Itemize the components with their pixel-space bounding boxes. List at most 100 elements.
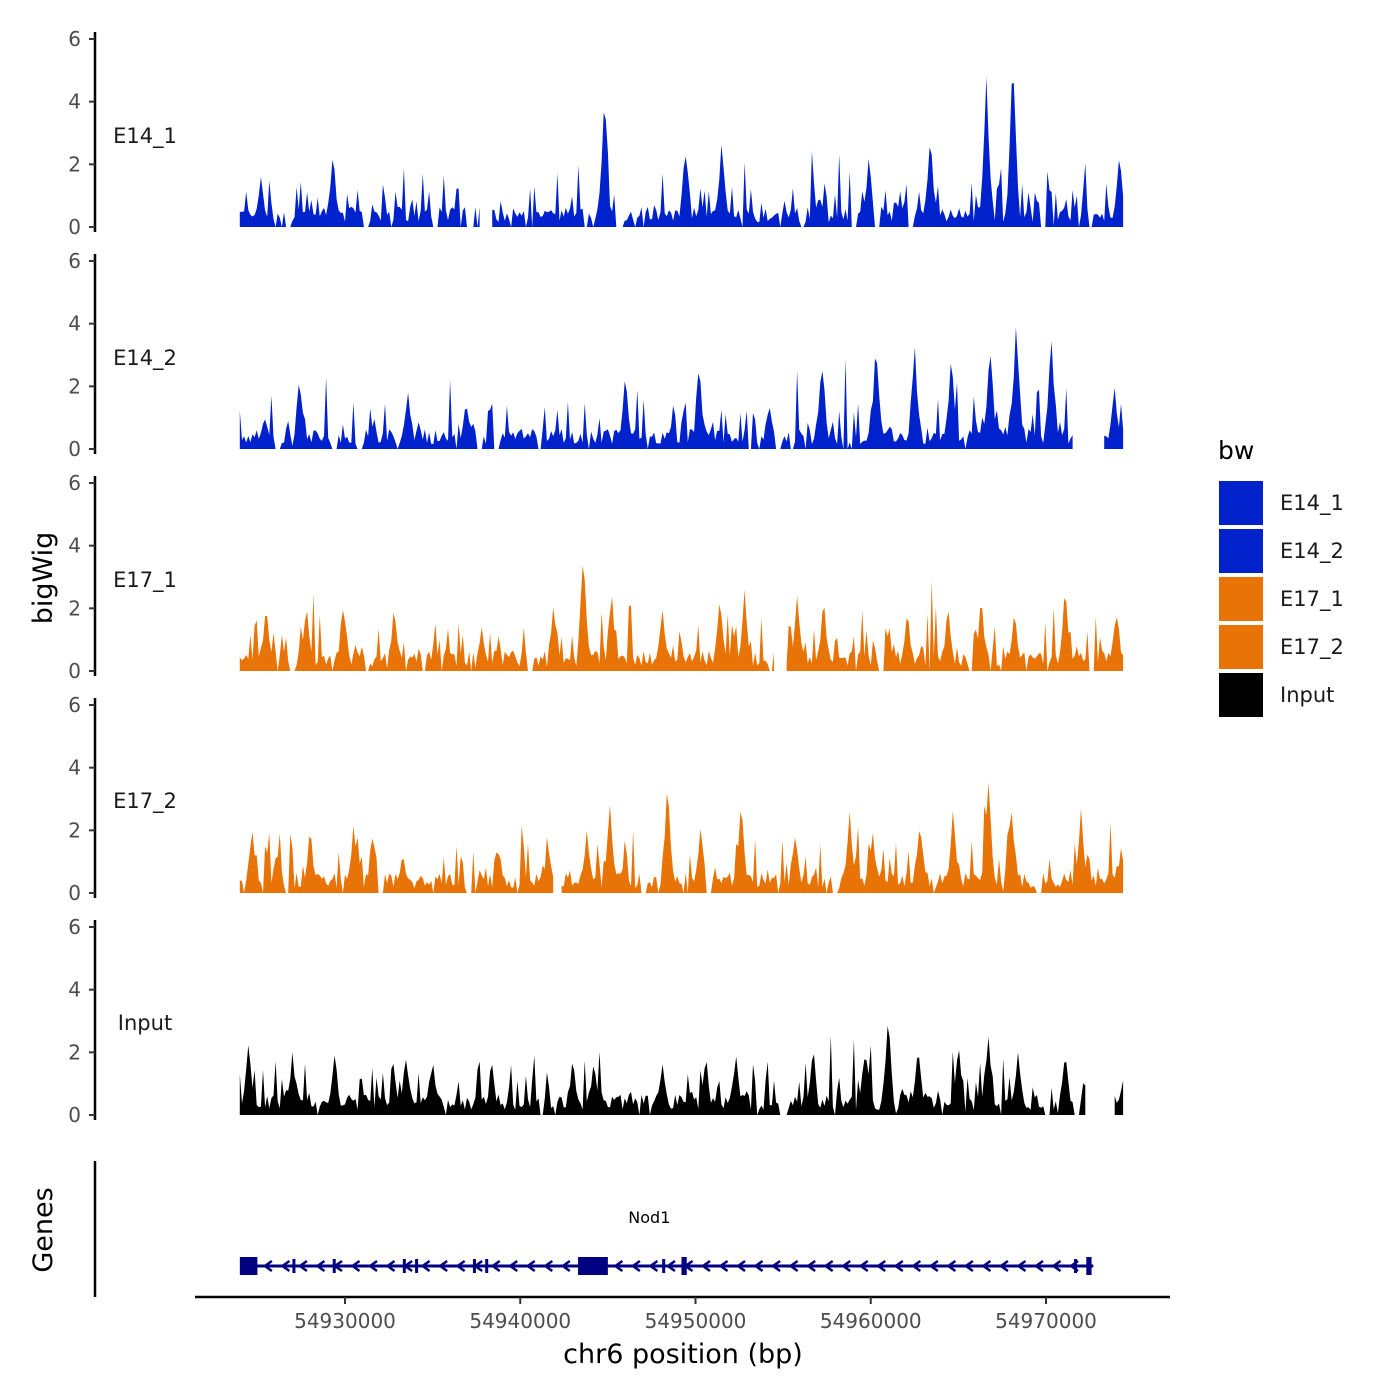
strand-arrow — [525, 1259, 536, 1273]
track-input: 0 2 4 6 Input — [68, 915, 1124, 1127]
y-tick-label: 4 — [68, 756, 81, 780]
legend-label: Input — [1280, 683, 1334, 707]
strand-arrow — [297, 1259, 308, 1273]
track-label: E17_2 — [113, 789, 177, 814]
strand-arrow — [788, 1259, 799, 1273]
y-tick-label: 6 — [68, 27, 81, 51]
signal-area — [239, 1026, 1086, 1115]
strand-arrow — [718, 1259, 729, 1273]
strand-arrow — [367, 1259, 378, 1273]
strand-arrow — [981, 1259, 992, 1273]
signal-area — [239, 825, 554, 893]
x-tick-label: 54940000 — [469, 1309, 571, 1333]
strand-arrow — [420, 1259, 431, 1273]
strand-arrow — [560, 1259, 571, 1273]
y-tick-label: 6 — [68, 249, 81, 273]
strand-arrow — [823, 1259, 834, 1273]
strand-arrow — [841, 1259, 851, 1273]
y-tick-label: 0 — [68, 437, 81, 461]
track-panels: 0 2 4 6 E14_1 0 2 4 6 E14_2 0 2 4 6 E17_1 0 2 4 6 E17_2 0 2 4 6… — [68, 27, 1124, 1127]
signal-area — [239, 565, 775, 671]
signal-area — [786, 580, 1124, 671]
signal-area — [492, 76, 1124, 227]
strand-arrow — [315, 1259, 326, 1273]
exon — [662, 1259, 666, 1273]
strand-arrow — [613, 1259, 624, 1273]
strand-arrow — [753, 1259, 764, 1273]
strand-arrow — [437, 1259, 448, 1273]
x-axis-title: chr6 position (bp) — [563, 1339, 803, 1370]
y-tick-label: 6 — [68, 915, 81, 939]
exon — [1086, 1257, 1092, 1275]
track-label: E17_1 — [113, 568, 177, 593]
legend-swatch — [1219, 529, 1263, 573]
exon — [402, 1259, 406, 1273]
exon — [485, 1259, 489, 1273]
x-axis: 54930000 54940000 54950000 54960000 54970000 — [195, 1295, 1170, 1333]
strand-arrow — [490, 1259, 501, 1273]
exon — [472, 1259, 476, 1273]
legend-swatch — [1219, 481, 1263, 525]
strand-arrow — [262, 1259, 273, 1273]
track-e14-2: 0 2 4 6 E14_2 — [68, 249, 1124, 461]
y-tick-label: 4 — [68, 90, 81, 114]
strand-arrow — [665, 1259, 676, 1273]
y-tick-label: 2 — [68, 374, 81, 398]
exon — [292, 1259, 296, 1273]
strand-arrow — [998, 1259, 1009, 1273]
y-tick-label: 0 — [68, 881, 81, 905]
y-tick-label: 6 — [68, 693, 81, 717]
strand-arrow — [350, 1259, 361, 1273]
exon — [239, 1257, 258, 1275]
exon — [415, 1259, 419, 1273]
legend-label: E17_1 — [1280, 587, 1344, 612]
x-tick-label: 54960000 — [820, 1309, 922, 1333]
gene-name-label: Nod1 — [628, 1208, 670, 1227]
strand-arrow — [876, 1259, 886, 1273]
strand-arrow — [280, 1259, 291, 1273]
strand-arrow — [806, 1259, 816, 1273]
legend-label: E14_1 — [1280, 491, 1344, 516]
exon — [1074, 1259, 1078, 1273]
track-label: E14_2 — [113, 346, 177, 371]
y-axis-title: bigWig — [28, 532, 59, 625]
signal-area — [1114, 1080, 1124, 1115]
strand-arrow — [648, 1259, 659, 1273]
strand-arrow — [963, 1259, 974, 1273]
y-tick-label: 2 — [68, 152, 81, 176]
y-tick-label: 2 — [68, 1040, 81, 1064]
y-tick-label: 0 — [68, 1103, 81, 1127]
track-e17-1: 0 2 4 6 E17_1 — [68, 471, 1124, 683]
y-tick-label: 4 — [68, 978, 81, 1002]
legend-swatch — [1219, 673, 1263, 717]
x-tick-label: 54930000 — [294, 1309, 396, 1333]
strand-arrow — [385, 1259, 396, 1273]
signal-area — [239, 159, 480, 227]
y-tick-label: 4 — [68, 312, 81, 336]
strand-arrow — [946, 1259, 957, 1273]
y-tick-label: 6 — [68, 471, 81, 495]
legend-label: E17_2 — [1280, 635, 1344, 660]
track-e17-2: 0 2 4 6 E17_2 — [68, 693, 1124, 905]
exon — [578, 1257, 608, 1275]
strand-arrow — [700, 1259, 711, 1273]
x-tick-label: 54970000 — [995, 1309, 1097, 1333]
strand-arrow — [1016, 1259, 1027, 1273]
y-tick-label: 2 — [68, 596, 81, 620]
legend-title: bw — [1218, 436, 1254, 465]
track-e14-1: 0 2 4 6 E14_1 — [68, 27, 1124, 239]
strand-arrow — [630, 1259, 641, 1273]
y-tick-label: 0 — [68, 215, 81, 239]
strand-arrow — [735, 1259, 746, 1273]
exon — [681, 1257, 687, 1275]
strand-arrow — [508, 1259, 518, 1273]
track-label: Input — [118, 1011, 172, 1035]
y-tick-label: 2 — [68, 818, 81, 842]
strand-arrow — [911, 1259, 922, 1273]
strand-arrow — [858, 1259, 869, 1273]
legend: bw E14_1 E14_2 E17_1 E17_2 Input — [1218, 436, 1344, 717]
strand-arrow — [893, 1259, 904, 1273]
strand-arrow — [1051, 1259, 1062, 1273]
y-tick-label: 0 — [68, 659, 81, 683]
